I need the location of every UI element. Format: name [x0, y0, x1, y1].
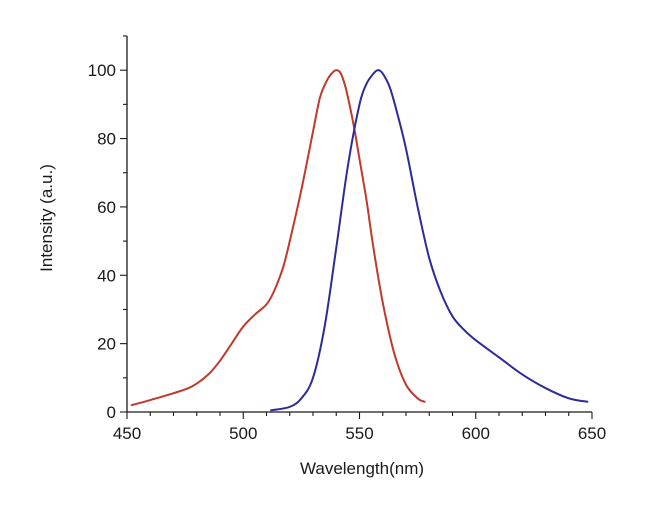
x-tick-label: 550 — [345, 424, 373, 443]
tick-layer: 450 500 550 600 650 0 20 40 60 80 100 — [88, 35, 606, 443]
y-tick-label: 0 — [107, 403, 116, 422]
y-tick-label: 40 — [97, 266, 116, 285]
y-tick-label: 100 — [88, 61, 116, 80]
plot-axes — [126, 36, 592, 413]
series-line-1 — [130, 69, 426, 407]
series-layer — [130, 69, 589, 412]
y-tick-label: 20 — [97, 335, 116, 354]
x-tick-label: 500 — [229, 424, 257, 443]
y-axis-title: Intensity (a.u.) — [37, 164, 56, 272]
x-tick-label: 600 — [462, 424, 490, 443]
x-axis-title: Wavelength(nm) — [300, 459, 424, 478]
x-tick-label: 650 — [578, 424, 606, 443]
x-tick-label: 450 — [113, 424, 141, 443]
series-line-2 — [270, 69, 589, 412]
y-tick-label: 60 — [97, 198, 116, 217]
y-tick-label: 80 — [97, 130, 116, 149]
